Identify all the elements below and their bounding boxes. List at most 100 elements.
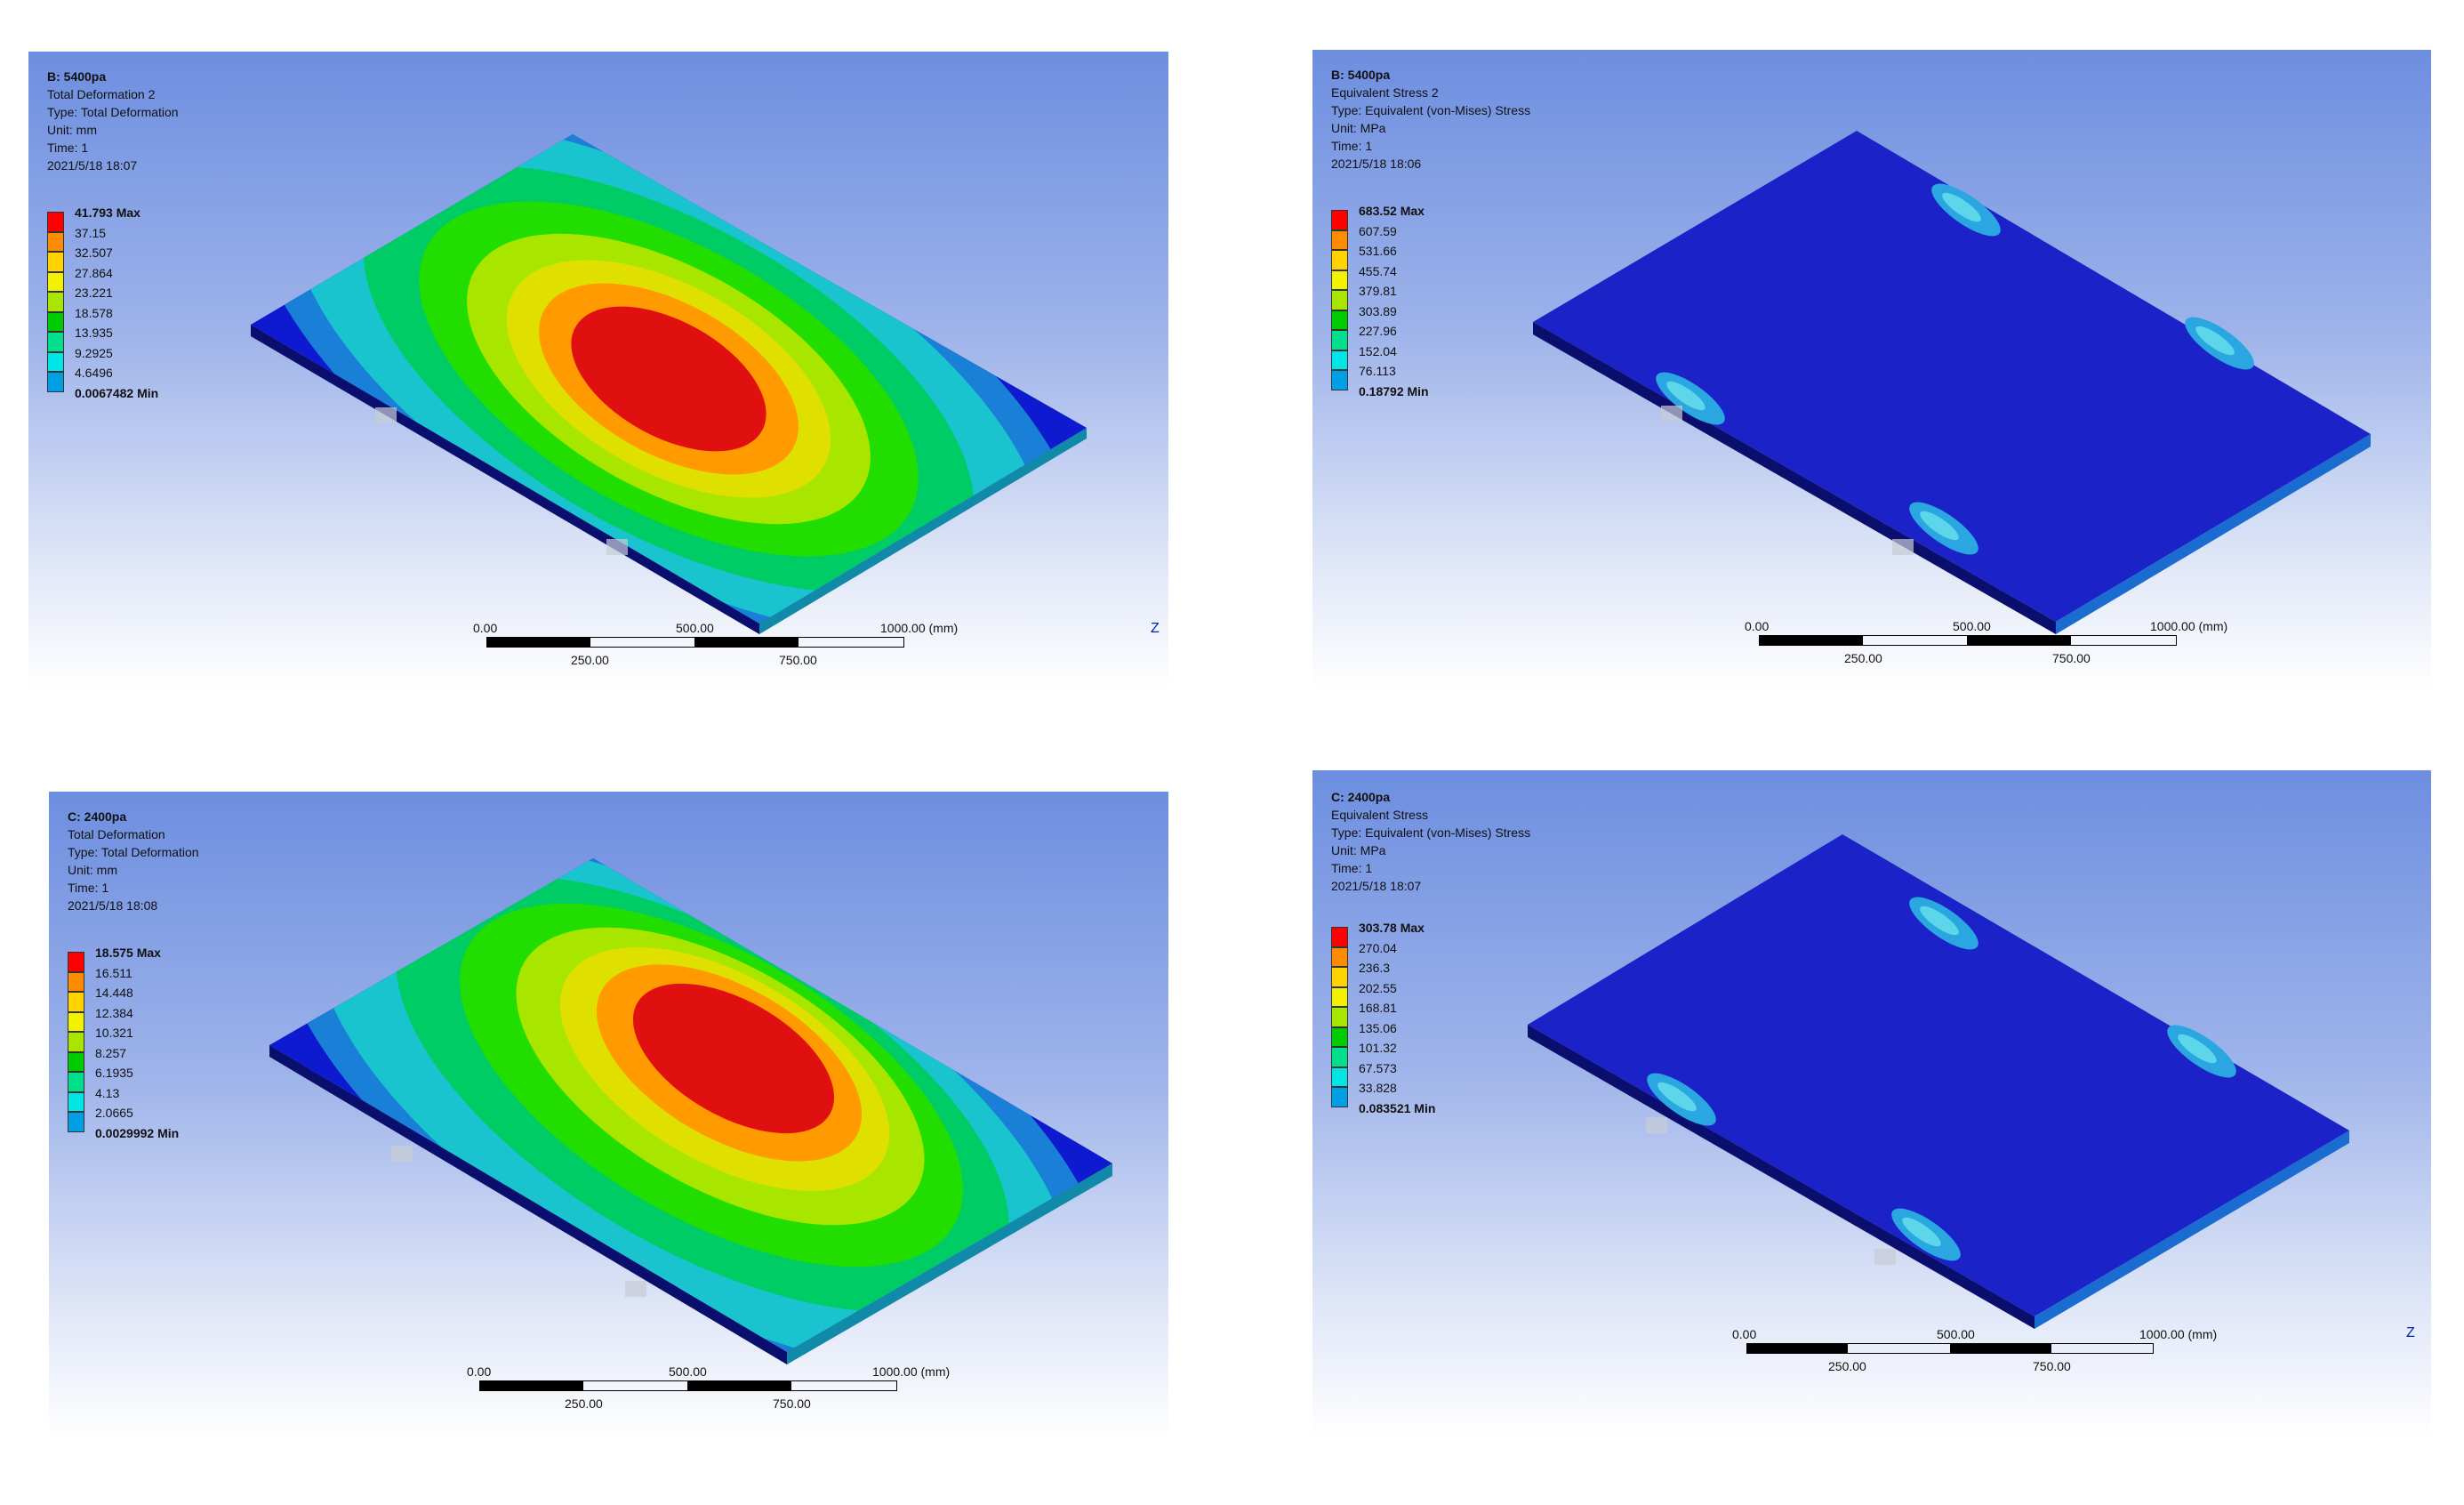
legend-swatch bbox=[1331, 370, 1348, 390]
scale-tick: 750.00 bbox=[2052, 651, 2091, 665]
header-line: C: 2400pa bbox=[68, 809, 127, 824]
legend-label: 33.828 bbox=[1359, 1081, 1397, 1095]
legend-label: 168.81 bbox=[1359, 1001, 1397, 1015]
result-header: C: 2400pa Total Deformation Type: Total … bbox=[68, 808, 199, 914]
viewport-total-deformation-5400pa[interactable]: B: 5400pa Total Deformation 2 Type: Tota… bbox=[28, 52, 1168, 688]
viewport-equivalent-stress-5400pa[interactable]: B: 5400pa Equivalent Stress 2 Type: Equi… bbox=[1312, 50, 2431, 688]
axis-triad-z[interactable]: Z bbox=[2406, 1325, 2415, 1340]
deformation-plot bbox=[251, 134, 1087, 634]
legend-label: 6.1935 bbox=[95, 1066, 133, 1080]
scale-tick: 250.00 bbox=[565, 1396, 603, 1411]
support-block bbox=[1646, 1117, 1667, 1133]
viewport-equivalent-stress-2400pa[interactable]: C: 2400pa Equivalent Stress Type: Equiva… bbox=[1312, 770, 2431, 1437]
header-line: 2021/5/18 18:06 bbox=[1331, 157, 1422, 171]
header-line: B: 5400pa bbox=[47, 69, 107, 84]
legend-swatch bbox=[68, 1051, 84, 1072]
stress-hotspot bbox=[1920, 511, 1959, 541]
legend-swatch bbox=[1331, 946, 1348, 967]
stress-hotspot bbox=[1920, 905, 1959, 936]
legend-swatch bbox=[1331, 1087, 1348, 1107]
header-line: Unit: mm bbox=[47, 123, 97, 137]
legend-label: 0.083521 Min bbox=[1359, 1100, 1436, 1115]
legend-swatch bbox=[1331, 927, 1348, 947]
plate-edge bbox=[2035, 1131, 2349, 1329]
header-line: B: 5400pa bbox=[1331, 68, 1391, 82]
header-line: Equivalent Stress bbox=[1331, 808, 1428, 822]
stress-plot bbox=[1528, 834, 2349, 1329]
scale-tick: 0.00 bbox=[1745, 619, 1770, 633]
legend-label: 67.573 bbox=[1359, 1060, 1397, 1075]
legend-swatch bbox=[47, 292, 64, 312]
scale-tick: 0.00 bbox=[473, 621, 498, 635]
legend-label: 16.511 bbox=[95, 965, 132, 980]
legend-label: 270.04 bbox=[1359, 940, 1397, 955]
scale-tick: 500.00 bbox=[676, 621, 714, 635]
legend-label: 13.935 bbox=[75, 326, 113, 340]
legend-label: 41.793 Max bbox=[75, 205, 140, 220]
support-block bbox=[606, 539, 628, 555]
support-block bbox=[375, 407, 397, 423]
support-block bbox=[1874, 1249, 1896, 1265]
legend-swatch bbox=[47, 212, 64, 232]
header-line: 2021/5/18 18:08 bbox=[68, 898, 158, 913]
legend-label: 8.257 bbox=[95, 1045, 127, 1060]
scale-tick: 1000.00 (mm) bbox=[880, 621, 959, 635]
result-header: B: 5400pa Equivalent Stress 2 Type: Equi… bbox=[1331, 66, 1530, 173]
legend-label: 0.18792 Min bbox=[1359, 383, 1429, 398]
result-header: B: 5400pa Total Deformation 2 Type: Tota… bbox=[47, 68, 179, 174]
legend-label: 152.04 bbox=[1359, 343, 1397, 358]
legend-swatch bbox=[68, 1091, 84, 1112]
scale-tick: 0.00 bbox=[1732, 1327, 1757, 1341]
deformation-plot bbox=[269, 858, 1112, 1364]
legend-label: 2.0665 bbox=[95, 1106, 133, 1120]
legend-label: 455.74 bbox=[1359, 263, 1397, 278]
scale-tick: 1000.00 (mm) bbox=[2150, 619, 2228, 633]
header-line: Time: 1 bbox=[68, 881, 109, 895]
header-line: Unit: mm bbox=[68, 863, 117, 877]
legend-label: 683.52 Max bbox=[1359, 204, 1425, 218]
legend-label: 37.15 bbox=[75, 225, 107, 240]
legend-swatch bbox=[1331, 290, 1348, 310]
scale-tick: 750.00 bbox=[779, 653, 817, 667]
header-line: Time: 1 bbox=[47, 141, 89, 155]
legend-swatch bbox=[1331, 986, 1348, 1007]
stress-hotspot bbox=[1666, 381, 1706, 411]
legend-label: 303.78 Max bbox=[1359, 921, 1425, 935]
legend-swatch bbox=[1331, 330, 1348, 350]
header-line: Type: Equivalent (von-Mises) Stress bbox=[1331, 103, 1531, 117]
scale-tick: 750.00 bbox=[2033, 1359, 2071, 1373]
support-block bbox=[1892, 539, 1914, 555]
legend-label: 10.321 bbox=[95, 1026, 133, 1040]
scale-tick: 500.00 bbox=[1953, 619, 1991, 633]
legend-label: 27.864 bbox=[75, 265, 113, 280]
header-line: Type: Total Deformation bbox=[68, 845, 199, 859]
scale-tick: 1000.00 (mm) bbox=[872, 1364, 951, 1379]
scale-tick: 0.00 bbox=[467, 1364, 492, 1379]
legend-label: 379.81 bbox=[1359, 284, 1397, 298]
legend-label: 135.06 bbox=[1359, 1020, 1397, 1035]
legend-swatch bbox=[47, 271, 64, 292]
scale-tick: 750.00 bbox=[773, 1396, 811, 1411]
support-block bbox=[625, 1281, 646, 1297]
plate-edge bbox=[251, 325, 759, 634]
legend-swatch bbox=[68, 971, 84, 992]
support-block bbox=[1661, 406, 1682, 422]
header-line: Total Deformation 2 bbox=[47, 87, 156, 101]
axis-triad-z[interactable]: Z bbox=[1151, 621, 1160, 636]
legend-swatch bbox=[1331, 310, 1348, 330]
legend-label: 4.6496 bbox=[75, 366, 113, 380]
scale-tick: 250.00 bbox=[1844, 651, 1882, 665]
viewport-total-deformation-2400pa[interactable]: C: 2400pa Total Deformation Type: Total … bbox=[49, 792, 1168, 1437]
legend-swatch bbox=[47, 311, 64, 332]
legend-swatch bbox=[47, 351, 64, 372]
plate-edge bbox=[787, 1163, 1112, 1364]
legend-swatch bbox=[68, 1011, 84, 1032]
scale-tick: 1000.00 (mm) bbox=[2139, 1327, 2218, 1341]
plate-edge bbox=[1528, 1025, 2035, 1329]
support-block bbox=[391, 1146, 413, 1162]
legend-swatch bbox=[1331, 250, 1348, 270]
header-line: Unit: MPa bbox=[1331, 121, 1386, 135]
legend-label: 607.59 bbox=[1359, 223, 1397, 238]
header-line: Time: 1 bbox=[1331, 139, 1373, 153]
legend-swatch bbox=[47, 372, 64, 392]
